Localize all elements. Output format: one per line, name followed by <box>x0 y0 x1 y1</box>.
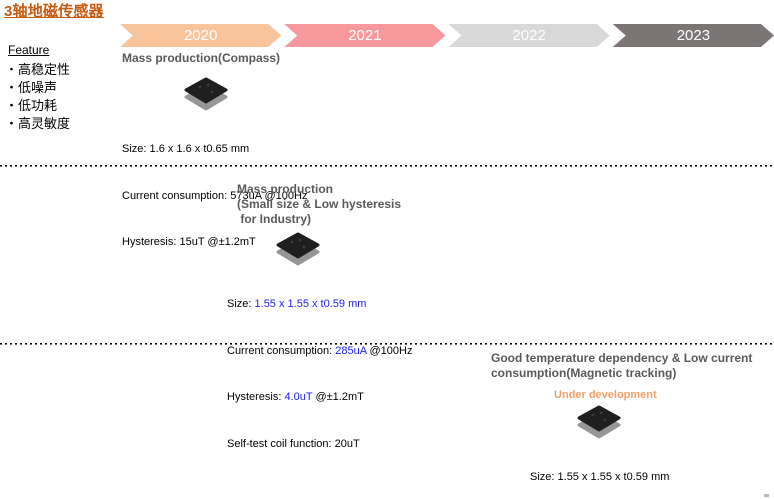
spec-line: Size: 1.55 x 1.55 x t0.59 mm <box>530 471 670 483</box>
divider-2 <box>0 343 774 345</box>
stage3-specs: Size: 1.55 x 1.55 x t0.59 mm Current con… <box>530 439 715 499</box>
timeline: 2020 2021 2022 2023 <box>120 24 774 47</box>
spec-line: Hysteresis: 4.0uT @±1.2mT <box>227 391 364 403</box>
stage2-specs: Size: 1.55 x 1.55 x t0.59 mm Current con… <box>227 266 412 483</box>
year-label: 2020 <box>183 27 218 44</box>
page-number-fragment <box>764 494 769 497</box>
spec-line: Self-test coil function: 20uT <box>227 437 360 450</box>
spec-line: Current consumption: 573uA @100Hz <box>122 189 308 202</box>
year-label: 2021 <box>348 27 382 44</box>
feature-item: ・高稳定性 <box>5 62 71 77</box>
divider-1 <box>0 165 774 167</box>
chip-icon <box>276 232 320 266</box>
feature-item: ・高灵敏度 <box>5 116 71 131</box>
feature-heading: Feature <box>8 43 50 57</box>
spec-line: Current consumption: 285uA @100Hz <box>227 344 413 357</box>
spec-line: Hysteresis: 15uT @±1.2mT <box>122 236 256 248</box>
page-title: 3轴地磁传感器 <box>4 3 104 20</box>
feature-panel: Feature ・高稳定性 ・低噪声 ・低功耗 ・高灵敏度 <box>5 41 70 133</box>
feature-item: ・低噪声 <box>5 80 58 95</box>
stage3-status-badge: Under development <box>554 389 657 401</box>
chip-icon <box>184 77 228 111</box>
year-chevron-2020: 2020 <box>120 24 281 47</box>
year-label: 2022 <box>512 27 546 44</box>
stage1-heading: Mass production(Compass) <box>122 51 281 65</box>
year-chevron-2022: 2022 <box>449 24 610 47</box>
spec-line: Size: 1.6 x 1.6 x t0.65 mm <box>122 143 250 155</box>
stage2-heading: Mass production (Small size & Low hyster… <box>237 182 402 226</box>
stage3-heading: Good temperature dependency & Low curren… <box>491 351 753 380</box>
stage1-specs: Size: 1.6 x 1.6 x t0.65 mm Current consu… <box>122 111 307 282</box>
year-chevron-2021: 2021 <box>284 24 445 47</box>
chip-icon <box>577 405 621 439</box>
spec-line: Size: 1.55 x 1.55 x t0.59 mm <box>227 298 367 310</box>
year-label: 2023 <box>676 27 711 44</box>
year-chevron-2023: 2023 <box>613 24 774 47</box>
feature-item: ・低功耗 <box>5 98 58 113</box>
